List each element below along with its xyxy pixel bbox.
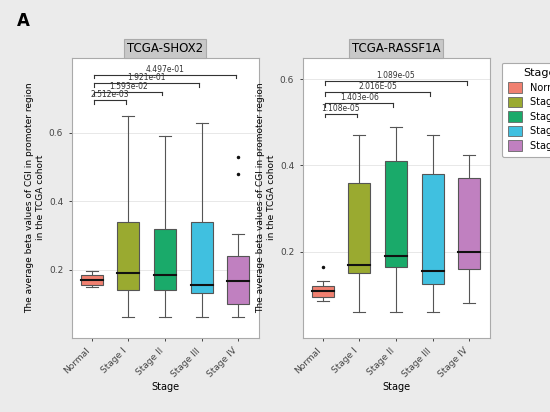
Text: 2.016E-05: 2.016E-05	[358, 82, 397, 91]
X-axis label: Stage: Stage	[382, 382, 410, 392]
Text: 1.089e-05: 1.089e-05	[377, 71, 415, 80]
Bar	[191, 222, 213, 293]
Title: TCGA-RASSF1A: TCGA-RASSF1A	[352, 42, 440, 55]
Bar	[117, 222, 139, 290]
Title: TCGA-SHOX2: TCGA-SHOX2	[127, 42, 203, 55]
Text: 1.403e-06: 1.403e-06	[340, 93, 379, 102]
Legend: Normal, Stage I, Stage II, Stage III, Stage IV: Normal, Stage I, Stage II, Stage III, St…	[502, 63, 550, 157]
Text: 1.108e-05: 1.108e-05	[322, 103, 360, 112]
Text: 4.497e-01: 4.497e-01	[146, 65, 184, 74]
X-axis label: Stage: Stage	[151, 382, 179, 392]
Bar	[312, 286, 334, 297]
Text: 1.593e-02: 1.593e-02	[109, 82, 148, 91]
Y-axis label: The average beta values of CGI in promoter region
in the TCGA cohort: The average beta values of CGI in promot…	[25, 82, 45, 313]
Bar	[154, 229, 176, 290]
Bar	[422, 174, 444, 284]
Bar	[348, 183, 370, 273]
Text: 2.512e-03: 2.512e-03	[91, 90, 129, 99]
Bar	[227, 256, 249, 304]
Bar	[385, 161, 407, 267]
Y-axis label: The average beta values of CGI in promoter region
in the TCGA cohort: The average beta values of CGI in promot…	[256, 82, 276, 313]
Bar	[81, 275, 103, 285]
Text: 1.921e-01: 1.921e-01	[128, 73, 166, 82]
Text: A: A	[16, 12, 29, 30]
Bar	[458, 178, 480, 269]
